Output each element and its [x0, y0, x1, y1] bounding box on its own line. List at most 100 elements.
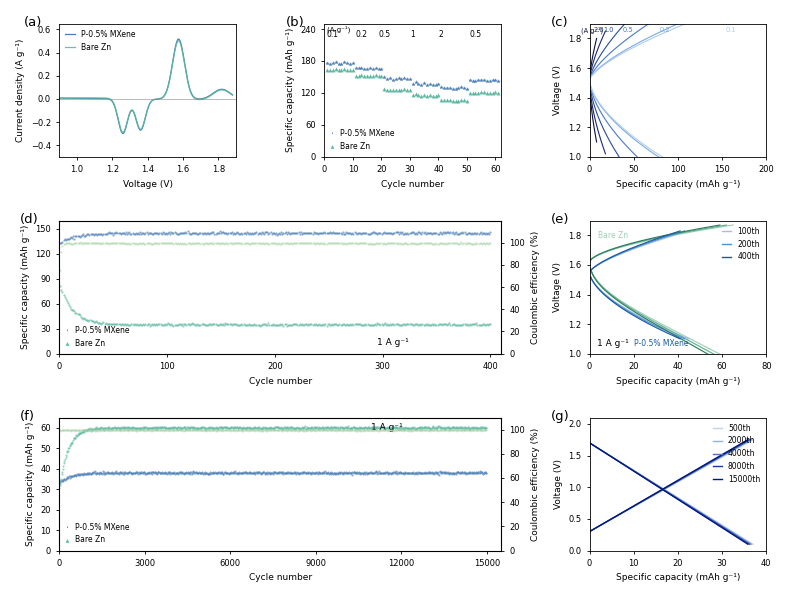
Point	[420, 423, 433, 432]
Point	[156, 426, 169, 435]
Point	[149, 424, 162, 434]
Point	[95, 239, 107, 248]
Point	[438, 239, 450, 248]
Point	[175, 468, 187, 478]
Point	[363, 320, 375, 330]
Point	[329, 57, 342, 67]
Point	[267, 426, 280, 435]
Point	[281, 424, 294, 433]
Point	[425, 468, 438, 478]
Point	[254, 239, 267, 249]
Point	[108, 319, 121, 329]
Point	[69, 471, 81, 480]
Point	[435, 423, 448, 432]
Point	[65, 438, 77, 448]
Point	[160, 423, 173, 432]
Point	[135, 424, 148, 433]
Point	[255, 227, 268, 237]
Point	[343, 468, 356, 478]
Point	[108, 229, 121, 238]
Point	[400, 468, 412, 477]
Point	[450, 84, 462, 94]
Point	[260, 227, 273, 236]
Point	[435, 425, 448, 435]
Point	[269, 422, 281, 432]
Point	[138, 425, 151, 435]
Point	[435, 426, 447, 435]
Point	[274, 239, 287, 249]
Point	[337, 239, 349, 249]
Point	[379, 239, 392, 249]
Point	[140, 426, 152, 435]
Point	[205, 239, 217, 248]
Point	[280, 426, 292, 435]
Point	[206, 426, 219, 435]
Point	[269, 423, 282, 432]
Point	[178, 423, 190, 432]
Point	[474, 426, 487, 435]
Point	[351, 238, 363, 247]
Point	[320, 239, 333, 248]
Point	[198, 468, 210, 478]
Point	[129, 423, 141, 432]
Point	[472, 423, 485, 433]
Point	[324, 426, 337, 435]
Point	[412, 423, 425, 433]
Point	[260, 239, 273, 248]
Point	[184, 467, 197, 477]
Point	[478, 75, 491, 85]
Point	[124, 239, 137, 248]
Point	[464, 468, 476, 477]
Point	[253, 423, 265, 432]
Point	[339, 468, 352, 478]
Point	[408, 320, 421, 329]
Point	[361, 72, 374, 81]
Point	[317, 423, 329, 433]
Point	[358, 424, 371, 433]
Point	[299, 239, 312, 248]
Point	[239, 426, 251, 435]
Point	[316, 321, 329, 330]
Point	[393, 239, 406, 249]
Point	[67, 305, 80, 314]
Point	[144, 238, 156, 247]
Point	[310, 423, 323, 433]
Point	[110, 423, 122, 433]
Point	[129, 239, 141, 248]
Point	[182, 423, 194, 433]
Point	[205, 423, 217, 432]
Point	[239, 423, 251, 432]
Point	[154, 425, 167, 435]
Point	[213, 239, 226, 248]
Point	[469, 228, 482, 237]
Point	[367, 228, 380, 237]
Point	[362, 423, 374, 433]
Point	[458, 425, 471, 435]
Point	[405, 468, 418, 477]
Point	[114, 423, 126, 433]
Point	[118, 423, 130, 432]
Point	[363, 423, 376, 433]
Point	[325, 228, 338, 237]
Point	[130, 467, 143, 477]
Point	[295, 424, 307, 433]
Point	[89, 426, 102, 436]
Point	[123, 227, 136, 236]
Point	[437, 239, 450, 248]
Point	[417, 229, 430, 238]
Point	[349, 320, 362, 329]
Point	[222, 229, 235, 238]
Point	[367, 320, 380, 330]
Point	[151, 320, 164, 329]
Point	[62, 238, 75, 247]
Point	[85, 469, 97, 479]
Point	[236, 423, 249, 432]
Point	[431, 239, 443, 249]
Point	[389, 468, 401, 478]
Point	[244, 423, 257, 433]
Point	[360, 426, 373, 435]
Point	[64, 472, 77, 481]
Point	[221, 239, 234, 248]
Point	[191, 239, 204, 248]
Point	[423, 79, 436, 88]
